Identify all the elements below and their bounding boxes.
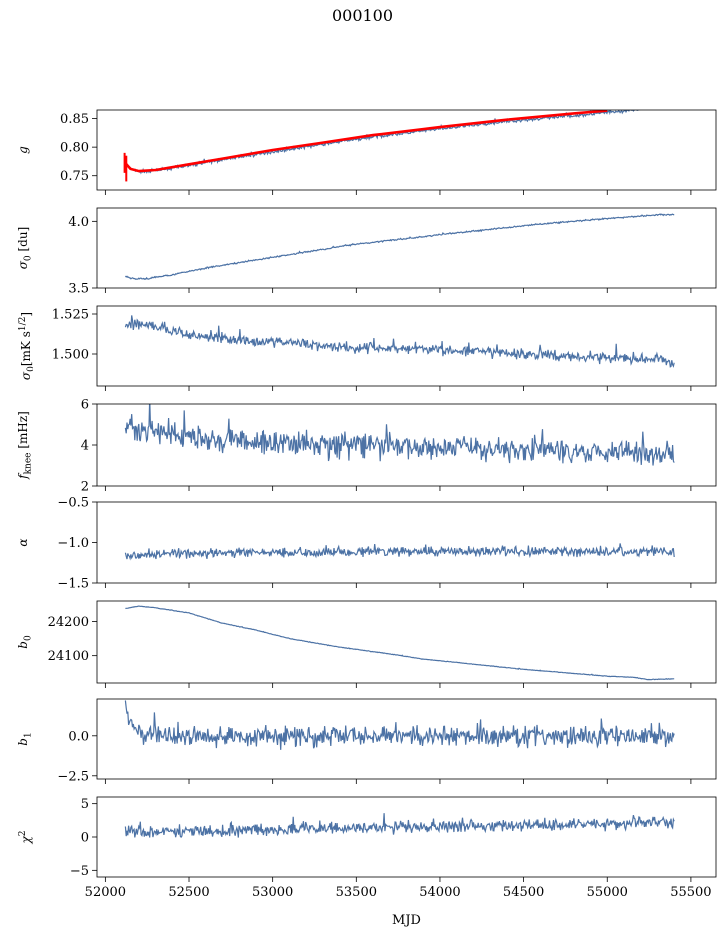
y-tick-label: 4.0 (68, 215, 89, 230)
x-tick-label: 55000 (587, 885, 628, 900)
y-tick-label: 3.5 (68, 282, 89, 297)
axes-frame (96, 305, 717, 387)
data-line (124, 213, 675, 281)
x-tick-label: 55500 (670, 885, 711, 900)
y-tick-label: 1.525 (52, 308, 89, 323)
x-tick-label: 52500 (168, 885, 209, 900)
y-tick-label: 4 (81, 439, 89, 454)
y-tick-label: 1.500 (52, 348, 89, 363)
data-line (125, 605, 675, 681)
panel-8: −5 0 5 52000 52500 53000 53500 54000 54500 55000 5… (18, 796, 717, 900)
panel-7: −2.50.0b1 (16, 698, 717, 784)
data-line (124, 813, 675, 839)
x-tick-label: 53000 (252, 885, 293, 900)
panel-2: 3.54.0σ0 [du] (16, 207, 717, 297)
axes-frame (96, 501, 717, 584)
y-tick-label: 0.0 (68, 729, 89, 744)
y-tick-label: 0 (81, 831, 89, 846)
data-line (124, 543, 675, 561)
panel-1: 0.750.800.85g (16, 109, 717, 195)
axes-frame (96, 207, 717, 289)
y-tick-label: 5 (81, 797, 89, 812)
y-axis-label-text: χ2 (18, 830, 33, 844)
y-tick-label: 2 (81, 480, 89, 495)
x-axis-label: MJD (392, 913, 421, 928)
y-tick-label: 24100 (48, 649, 89, 664)
y-tick-label: 24200 (48, 615, 89, 630)
figure-title: 000100 (331, 6, 394, 25)
data-line (124, 404, 675, 466)
x-tick-label: 54500 (503, 885, 544, 900)
y-tick-label: −2.5 (57, 769, 89, 784)
y-tick-label: −5 (70, 864, 89, 879)
axes-frame (96, 600, 717, 684)
y-axis-label: χ2 (18, 830, 33, 844)
panel-5: −1.5−1.0−0.5α (16, 496, 717, 592)
y-tick-label: 6 (81, 398, 89, 413)
x-tick-label: 53500 (336, 885, 377, 900)
data-line (124, 700, 675, 750)
y-tick-label: 0.80 (60, 141, 89, 156)
x-tick-label: 52000 (85, 885, 126, 900)
data-line (124, 315, 675, 368)
x-tick-label: 54000 (419, 885, 460, 900)
axes-frame (96, 698, 717, 780)
fit-line (124, 110, 608, 173)
y-tick-label: −1.5 (57, 577, 89, 592)
data-line (125, 110, 641, 175)
axes-frame (96, 109, 717, 191)
axes-frame (96, 403, 717, 487)
y-tick-label: −0.5 (57, 496, 89, 511)
axes-frame (96, 796, 717, 878)
y-tick-label: 0.85 (60, 112, 89, 127)
y-tick-label: 0.75 (60, 169, 89, 184)
y-tick-label: −1.0 (57, 536, 89, 551)
